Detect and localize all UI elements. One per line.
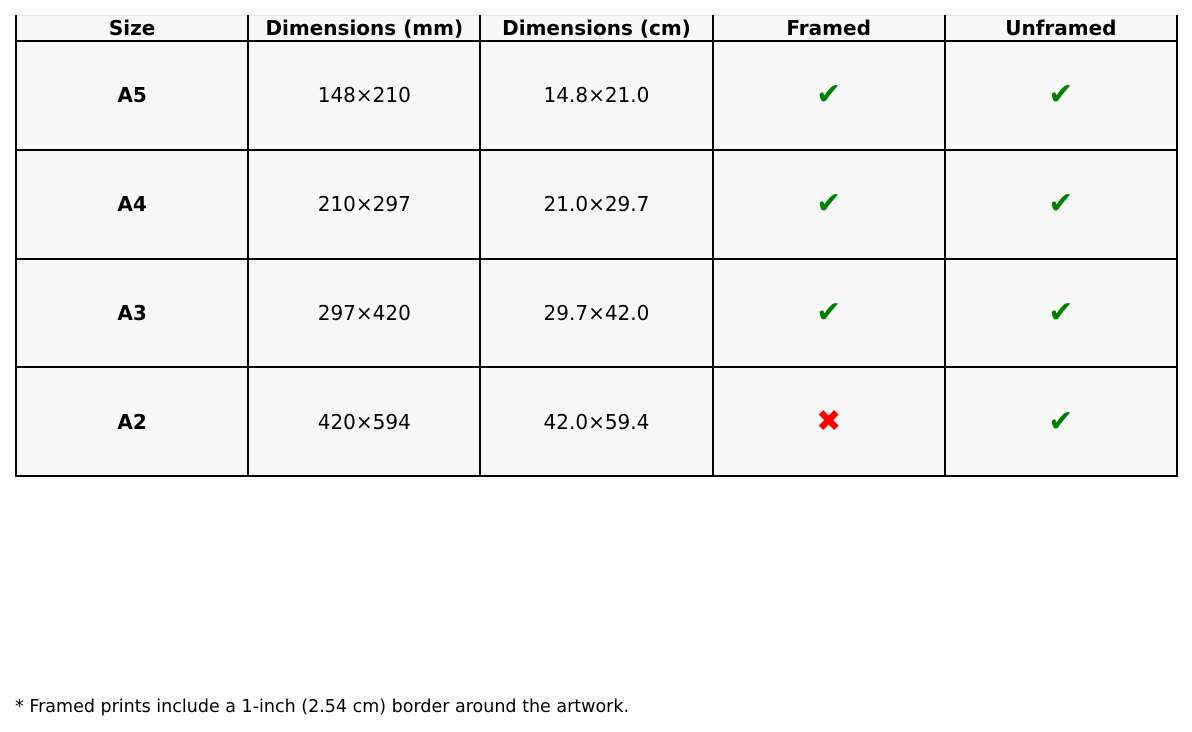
table-row: A2 420×594 42.0×59.4 ✖ ✔ — [14, 366, 1179, 477]
framed-cell: ✔ — [711, 148, 946, 260]
table-row: A3 297×420 29.7×42.0 ✔ ✔ — [14, 257, 1179, 369]
check-icon: ✔ — [816, 186, 842, 222]
dimensions-cm-cell: 21.0×29.7 — [479, 148, 714, 260]
header-dimensions-mm: Dimensions (mm) — [247, 15, 482, 42]
header-dimensions-cm: Dimensions (cm) — [479, 15, 714, 42]
size-cell: A3 — [14, 257, 250, 369]
check-icon: ✔ — [816, 294, 842, 330]
dimensions-cm-cell: 29.7×42.0 — [479, 257, 714, 369]
check-icon: ✔ — [1048, 294, 1074, 330]
size-cell: A5 — [14, 40, 250, 151]
dimensions-mm-cell: 297×420 — [247, 257, 482, 369]
check-icon: ✔ — [1048, 77, 1074, 113]
header-unframed: Unframed — [943, 15, 1179, 42]
table-row: A5 148×210 14.8×21.0 ✔ ✔ — [14, 40, 1179, 151]
header-size: Size — [14, 15, 250, 42]
unframed-cell: ✔ — [943, 40, 1179, 151]
unframed-cell: ✔ — [943, 257, 1179, 369]
footnote: * Framed prints include a 1-inch (2.54 c… — [15, 697, 630, 717]
framed-cell: ✔ — [711, 257, 946, 369]
check-icon: ✔ — [1048, 186, 1074, 222]
framed-cell: ✔ — [711, 40, 946, 151]
cross-icon: ✖ — [816, 403, 842, 439]
check-icon: ✔ — [816, 77, 842, 113]
header-framed: Framed — [711, 15, 946, 42]
check-icon: ✔ — [1048, 403, 1074, 439]
framed-cell: ✖ — [711, 366, 946, 477]
unframed-cell: ✔ — [943, 366, 1179, 477]
header-row: Size Dimensions (mm) Dimensions (cm) Fra… — [14, 15, 1179, 42]
dimensions-cm-cell: 14.8×21.0 — [479, 40, 714, 151]
dimensions-mm-cell: 420×594 — [247, 366, 482, 477]
unframed-cell: ✔ — [943, 148, 1179, 260]
print-sizes-table: Size Dimensions (mm) Dimensions (cm) Fra… — [14, 15, 1179, 477]
dimensions-cm-cell: 42.0×59.4 — [479, 366, 714, 477]
size-cell: A2 — [14, 366, 250, 477]
dimensions-mm-cell: 148×210 — [247, 40, 482, 151]
size-cell: A4 — [14, 148, 250, 260]
table-row: A4 210×297 21.0×29.7 ✔ ✔ — [14, 148, 1179, 260]
dimensions-mm-cell: 210×297 — [247, 148, 482, 260]
